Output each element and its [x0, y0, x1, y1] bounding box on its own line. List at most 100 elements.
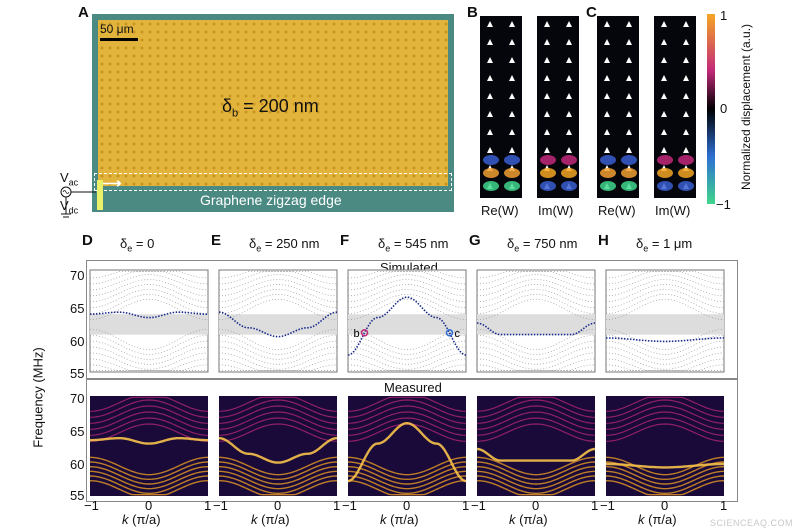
- meas-bulk-band: [89, 423, 209, 442]
- meas-bulk-band: [218, 456, 338, 476]
- xtick: −1: [84, 498, 99, 513]
- meas-bulk-band: [89, 475, 209, 495]
- marker-c-label: c: [454, 328, 460, 340]
- triangle-hole: [626, 93, 632, 99]
- mode-blob: [504, 168, 520, 178]
- mode-c-im: [654, 16, 696, 198]
- triangle-hole: [683, 147, 689, 153]
- ytick-sim-55: 55: [70, 366, 85, 381]
- meas-bulk-band: [218, 466, 338, 485]
- triangle-hole: [509, 129, 515, 135]
- bulk-band: [89, 328, 209, 350]
- meas-bulk-band: [347, 399, 467, 418]
- delta-e-label: δe = 750 nm: [507, 236, 578, 254]
- triangle-hole: [626, 21, 632, 27]
- band-gap: [90, 314, 208, 335]
- triangle-hole: [626, 75, 632, 81]
- edge-label: Graphene zigzag edge: [200, 192, 342, 208]
- delta-e-label: δe = 1 μm: [636, 236, 693, 254]
- meas-edge-state: [219, 437, 337, 464]
- meas-bulk-band: [605, 396, 725, 412]
- ytick-meas-70: 70: [70, 391, 85, 406]
- xtick: 1: [204, 498, 212, 513]
- bulk-band: [348, 364, 466, 371]
- xtick: 0: [274, 498, 282, 513]
- bulk-band: [347, 271, 467, 279]
- meas-bulk-band: [218, 480, 338, 496]
- delta-e-label: δe = 0: [120, 236, 155, 254]
- ytick-meas-65: 65: [70, 424, 85, 439]
- mode-c-re: [597, 16, 639, 198]
- triangle-hole: [544, 75, 550, 81]
- x-axis-label: k (π/a): [122, 512, 161, 527]
- triangle-hole: [487, 147, 493, 153]
- triangle-hole: [509, 111, 515, 117]
- circuit-icon: [60, 186, 96, 218]
- bulk-band: [219, 271, 337, 285]
- triangle-hole: [509, 75, 515, 81]
- panel-label-b: B: [467, 4, 478, 21]
- meas-bulk-band: [218, 461, 338, 481]
- meas-bulk-band: [476, 423, 596, 442]
- meas-bulk-band: [605, 411, 725, 430]
- bulk-band: [476, 293, 596, 315]
- triangle-hole: [604, 39, 610, 45]
- triangle-hole: [487, 93, 493, 99]
- triangle-hole: [661, 111, 667, 117]
- bulk-band: [606, 271, 724, 285]
- bulk-band: [476, 334, 596, 355]
- triangle-hole: [544, 147, 550, 153]
- x-axis-label: k (π/a): [509, 512, 548, 527]
- meas-edge-state: [606, 462, 724, 469]
- bulk-band: [605, 293, 725, 315]
- triangle-hole: [661, 21, 667, 27]
- bulk-band: [476, 271, 596, 279]
- mode-b-im: [537, 16, 579, 198]
- meas-bulk-band: [605, 475, 725, 495]
- bulk-band: [219, 364, 337, 371]
- mode-blob: [600, 155, 616, 165]
- meas-plot-box: [477, 396, 595, 496]
- meas-bulk-band: [476, 411, 596, 430]
- bulk-band: [476, 274, 596, 291]
- meas-bulk-band: [89, 470, 209, 490]
- c-im-label: Im(W): [655, 203, 691, 218]
- triangle-hole: [683, 21, 689, 27]
- meas-bulk-band: [218, 396, 338, 412]
- triangle-hole: [509, 93, 515, 99]
- mode-blob: [504, 155, 520, 165]
- meas-bulk-band: [476, 456, 596, 476]
- triangle-hole: [487, 57, 493, 63]
- meas-bulk-band: [218, 411, 338, 430]
- panel-label-a: A: [78, 4, 89, 21]
- mode-blob: [483, 168, 499, 178]
- triangle-hole: [661, 57, 667, 63]
- meas-edge-state: [90, 437, 208, 445]
- bulk-band: [347, 358, 467, 371]
- xtick: −1: [600, 498, 615, 513]
- band-gap: [477, 314, 595, 335]
- meas-bulk-band: [476, 417, 596, 436]
- arrow-icon: ⟶: [100, 175, 122, 192]
- triangle-hole: [683, 93, 689, 99]
- mode-blob: [561, 181, 577, 191]
- bulk-band: [218, 274, 338, 291]
- bulk-band: [605, 328, 725, 350]
- x-axis-label: k (π/a): [380, 512, 419, 527]
- band-gap: [348, 314, 466, 335]
- meas-bulk-band: [89, 399, 209, 418]
- meas-bulk-band: [347, 456, 467, 476]
- triangle-hole: [509, 147, 515, 153]
- triangle-hole: [661, 75, 667, 81]
- triangle-hole: [566, 93, 572, 99]
- triangle-hole: [604, 147, 610, 153]
- bulk-band: [348, 271, 466, 285]
- mode-blob: [621, 168, 637, 178]
- meas-bulk-band: [347, 411, 467, 430]
- meas-bulk-band: [89, 480, 209, 496]
- triangle-hole: [604, 21, 610, 27]
- bulk-band: [218, 298, 338, 320]
- dashed-region: [94, 173, 452, 191]
- panel-label-f: F: [340, 232, 350, 249]
